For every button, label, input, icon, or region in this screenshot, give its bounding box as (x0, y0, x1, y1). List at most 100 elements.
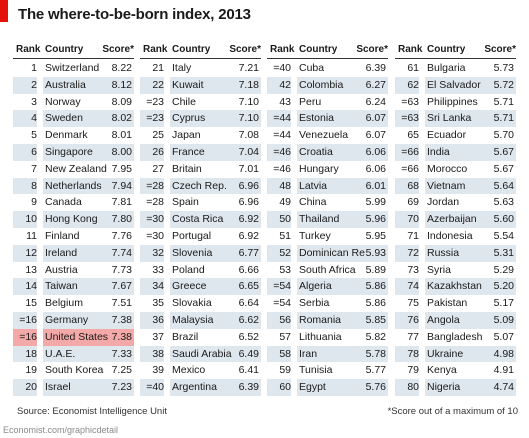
table-row: 22 Kuwait 7.18 (140, 76, 261, 94)
country-cell: China (299, 196, 327, 209)
rank-cell: =63 (401, 95, 419, 108)
country-cell: Britain (172, 162, 202, 175)
score-cell: 5.29 (493, 263, 514, 276)
table-row: 56 Romania 5.85 (267, 311, 388, 329)
country-cell: Czech Rep. (170, 177, 240, 195)
score-cell: 8.22 (111, 62, 132, 74)
country-cell: Austria (45, 263, 78, 276)
table-column: Rank Country Score* =40 Cuba 6.39 42 Colombia 6.… (267, 44, 388, 396)
rank-cell: 26 (140, 143, 164, 161)
score-cell: 7.33 (111, 345, 134, 363)
rank-cell: =54 (267, 278, 291, 296)
country-cell: Israel (43, 379, 113, 396)
country-cell: Peru (299, 95, 322, 108)
table-row: =54 Algeria 5.86 (267, 278, 388, 296)
rank-cell: =44 (267, 110, 291, 128)
score-cell: 7.18 (238, 76, 261, 94)
country-cell: Kenya (427, 364, 457, 377)
table-rows: 21 Italy 7.21 22 Kuwait 7.18 =23 Chile 7.10 =23 Cy… (140, 60, 261, 396)
rank-cell: =66 (401, 162, 419, 175)
column-header: Rank Country Score* (13, 44, 134, 58)
table-row: 79 Kenya 4.91 (395, 362, 516, 379)
score-cell: 6.07 (365, 129, 386, 142)
table-column: Rank Country Score* 61 Bulgaria 5.73 62 El Salv… (395, 44, 516, 396)
score-cell: 7.51 (111, 297, 132, 310)
score-cell: 7.81 (111, 196, 132, 209)
score-cell: 6.07 (365, 110, 388, 128)
rank-cell: 79 (407, 364, 419, 377)
rank-cell: =30 (140, 211, 164, 228)
country-cell: Bulgaria (427, 62, 466, 74)
country-cell: India (425, 143, 495, 161)
country-cell: Tunisia (299, 364, 333, 377)
rank-cell: =16 (13, 311, 37, 329)
rank-cell: 74 (395, 278, 419, 296)
country-cell: Romania (297, 311, 367, 329)
table-row: 37 Brazil 6.52 (140, 329, 261, 346)
country-header: Country (45, 44, 84, 55)
country-cell: Venezuela (299, 129, 349, 142)
score-cell: 6.77 (238, 244, 261, 262)
country-header: Country (299, 44, 338, 55)
score-cell: 7.21 (238, 62, 259, 74)
column-header: Rank Country Score* (140, 44, 261, 58)
rank-cell: 43 (279, 95, 291, 108)
score-cell: 5.17 (493, 297, 514, 310)
table-row: 58 Iran 5.78 (267, 345, 388, 363)
rank-cell: =30 (146, 229, 164, 242)
country-cell: Belgium (45, 297, 83, 310)
rank-cell: =54 (273, 297, 291, 310)
country-cell: Turkey (299, 229, 331, 242)
score-cell: 5.71 (493, 95, 514, 108)
rank-cell: 34 (140, 278, 164, 296)
score-cell: 6.06 (365, 143, 388, 161)
score-cell: 5.96 (365, 211, 388, 228)
score-cell: 6.01 (365, 177, 388, 195)
country-cell: Taiwan (43, 278, 113, 296)
rank-cell: 12 (13, 244, 37, 262)
table-row: 72 Russia 5.31 (395, 244, 516, 262)
rank-cell: 18 (13, 345, 37, 363)
table-row: 73 Syria 5.29 (395, 262, 516, 279)
rank-cell: 7 (31, 162, 37, 175)
country-cell: South Africa (299, 263, 356, 276)
rank-cell: 70 (395, 211, 419, 228)
ranking-table: Rank Country Score* 1 Switzerland 8.22 2 Austra… (13, 44, 516, 396)
country-cell: Ecuador (427, 129, 467, 142)
rank-cell: 38 (140, 345, 164, 363)
score-cell: 4.91 (493, 364, 514, 377)
country-cell: Poland (172, 263, 205, 276)
table-row: 19 South Korea 7.25 (13, 362, 134, 379)
score-cell: 5.95 (365, 229, 386, 242)
table-row: =46 Hungary 6.06 (267, 161, 388, 178)
table-rows: =40 Cuba 6.39 42 Colombia 6.27 43 Peru 6.24 =44 Es… (267, 60, 388, 396)
score-cell: 7.73 (111, 263, 132, 276)
country-cell: Mexico (172, 364, 206, 377)
score-cell: 7.80 (111, 211, 134, 228)
table-row: 50 Thailand 5.96 (267, 211, 388, 228)
country-cell: Azerbaijan (425, 211, 495, 228)
country-cell: New Zealand (45, 162, 107, 175)
score-cell: 6.39 (365, 62, 386, 74)
rank-cell: 37 (152, 330, 164, 343)
score-cell: 7.10 (238, 110, 261, 128)
header-rule (395, 58, 516, 59)
country-cell: Kuwait (170, 76, 240, 94)
rank-cell: 52 (267, 244, 291, 262)
column-header: Rank Country Score* (395, 44, 516, 58)
table-row: 3 Norway 8.09 (13, 94, 134, 111)
rank-cell: =23 (146, 95, 164, 108)
rank-cell: 69 (407, 196, 419, 209)
score-cell: 6.41 (238, 364, 259, 377)
rank-cell: 20 (13, 379, 37, 396)
table-row: 10 Hong Kong 7.80 (13, 211, 134, 228)
column-header: Rank Country Score* (267, 44, 388, 58)
rank-cell: 27 (152, 162, 164, 175)
country-cell: Ukraine (425, 345, 495, 363)
score-cell: 7.01 (238, 162, 259, 175)
table-row: =23 Cyprus 7.10 (140, 110, 261, 128)
score-cell: 4.74 (493, 379, 516, 396)
table-row: 21 Italy 7.21 (140, 60, 261, 77)
country-cell: Sweden (43, 110, 113, 128)
country-header: Country (427, 44, 466, 55)
